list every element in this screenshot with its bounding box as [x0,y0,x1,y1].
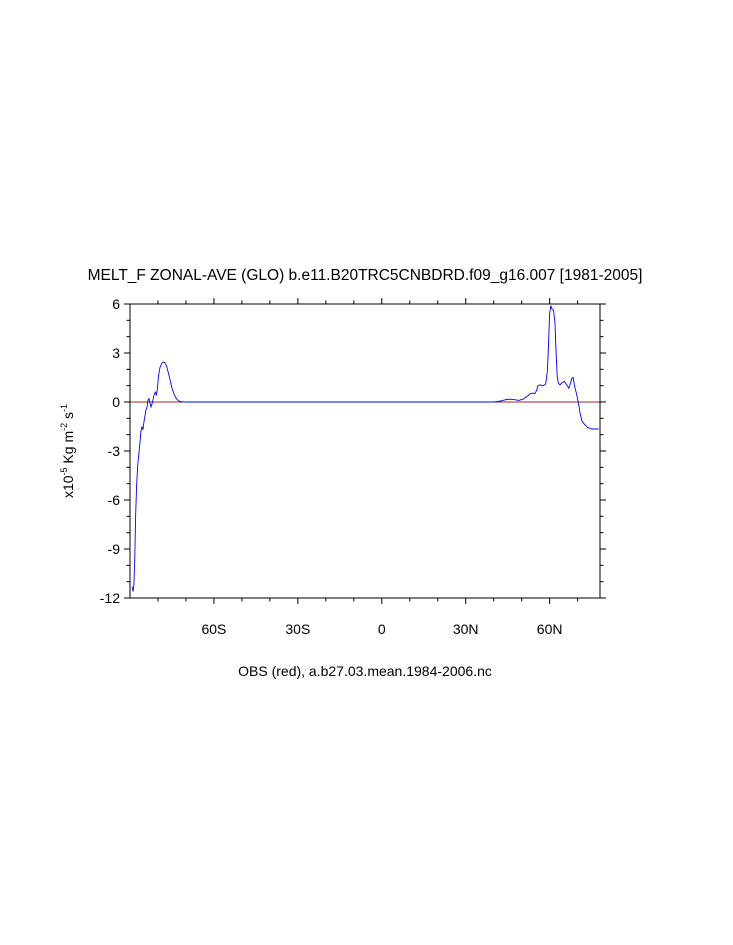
series-line-1 [131,305,599,592]
x-tick-label: 30S [285,621,310,637]
y-axis-label-exp3: -1 [59,404,69,412]
y-tick-label: 3 [112,345,120,361]
y-axis-label-exp1: -5 [59,467,69,475]
x-tick-label: 30N [453,621,479,637]
y-tick-label: -12 [100,590,120,606]
x-tick-label: 60S [201,621,226,637]
x-tick-label: 60N [537,621,563,637]
y-axis-label-prefix: x10 [60,475,76,498]
y-axis-label-unit2: s [60,412,76,423]
series-layer [130,305,600,592]
chart-title: MELT_F ZONAL-AVE (GLO) b.e11.B20TRC5CNBD… [88,267,643,284]
y-tick-label: -9 [108,541,121,557]
y-axis-label: x10-5 Kg m-2 s-1 [59,404,76,498]
y-axis-label-unit1: Kg m [60,431,76,468]
ticks-layer: 6 3 0 -3 -6 -9 -12 60S 30S 0 30N 60N [100,296,606,637]
y-tick-label: 0 [112,394,120,410]
y-tick-label: 6 [112,296,120,312]
x-axis-label: OBS (red), a.b27.03.mean.1984-2006.nc [238,663,492,679]
x-tick-label: 0 [378,621,386,637]
plot-frame [129,303,601,599]
y-axis-label-exp2: -2 [59,423,69,431]
y-tick-label: -6 [108,492,121,508]
y-tick-label: -3 [108,443,121,459]
